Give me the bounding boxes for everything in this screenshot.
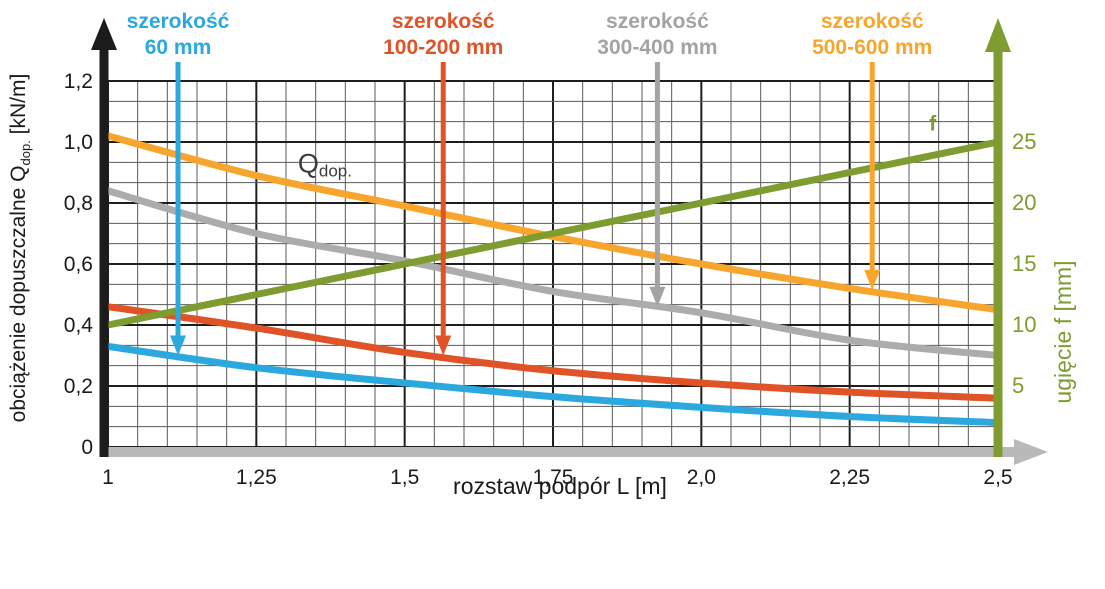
y-left-title-main: obciążenie dopuszczalne Q: [7, 165, 30, 422]
callout-1: szerokość 60 mm: [127, 10, 230, 356]
y-left-axis-title: obciążenie dopuszczalne Qdop. [kN/m]: [7, 74, 33, 423]
axes: [91, 18, 1048, 465]
qdop-label-main: Q: [298, 148, 319, 178]
x-tick-label: 1,25: [236, 466, 277, 489]
qdop-label-sub: dop.: [319, 161, 352, 180]
tick-labels: 1 1,25 1,5 1,75 2,0 2,25 2,500,20,40,60,81,01,…: [64, 70, 1037, 489]
callout-3: szerokość 300-400 mm: [597, 10, 718, 307]
callout-label-line2: 300-400 mm: [597, 36, 717, 59]
axis-titles: rozstaw podpór L [m] obciążenie dopuszcza…: [7, 74, 1076, 499]
curve-f: [104, 138, 1002, 329]
curve-s300400: [104, 187, 1002, 359]
x-tick-label: 2,25: [829, 466, 870, 489]
y-left-tick-label: 1,0: [64, 131, 93, 154]
curve-s60: [104, 342, 1002, 427]
y-right-axis-arrowhead-icon: [985, 18, 1011, 52]
x-tick-label: 2,0: [687, 466, 716, 489]
y-left-tick-label: 0,8: [64, 192, 93, 215]
callout-arrowhead-icon: [170, 335, 187, 356]
x-tick-label: 1,75: [533, 466, 574, 489]
callout-4: szerokość 500-600 mm: [812, 10, 932, 290]
callout-label-line1: szerokość: [821, 10, 924, 33]
curve-s100200: [104, 303, 1002, 402]
y-right-tick-label: 10: [1012, 312, 1036, 337]
qdop-curve-label: Qdop.: [298, 148, 352, 180]
f-curve-label: f: [929, 113, 937, 136]
y-left-tick-label: 0,4: [64, 314, 94, 337]
callout-label-line1: szerokość: [127, 10, 230, 33]
callout-label-line1: szerokość: [392, 10, 495, 33]
y-left-tick-label: 0,2: [64, 375, 93, 398]
x-tick-label: 1,5: [390, 466, 419, 489]
y-right-tick-label: 15: [1012, 251, 1036, 276]
y-left-tick-label: 0,6: [64, 253, 93, 276]
callout-label-line1: szerokość: [606, 10, 709, 33]
callout-arrowhead-icon: [649, 286, 666, 307]
x-tick-label: 2,5: [983, 466, 1012, 489]
callout-label-line2: 100-200 mm: [383, 36, 503, 59]
callout-arrowhead-icon: [435, 335, 452, 356]
x-tick-label: 1: [102, 466, 114, 489]
y-left-tick-label: 0: [81, 436, 93, 459]
callout-2: szerokość 100-200 mm: [383, 10, 503, 356]
x-axis-arrowhead-icon: [1014, 439, 1048, 465]
y-left-title-sub: dop.: [18, 140, 33, 165]
x-axis-title: rozstaw podpór L [m]: [453, 473, 667, 499]
callout-label-line2: 500-600 mm: [812, 36, 932, 59]
y-right-axis-title: ugięcie f [mm]: [1050, 260, 1076, 403]
y-left-axis-arrowhead-icon: [91, 18, 117, 50]
y-right-tick-label: 5: [1012, 373, 1024, 398]
y-right-tick-label: 20: [1012, 190, 1036, 215]
y-right-tick-label: 25: [1012, 129, 1036, 154]
callout-label-line2: 60 mm: [145, 36, 212, 59]
y-left-title-tail: [kN/m]: [7, 74, 30, 141]
y-left-tick-label: 1,2: [64, 70, 93, 93]
curves: [104, 132, 1002, 427]
callout-arrowhead-icon: [864, 269, 881, 290]
